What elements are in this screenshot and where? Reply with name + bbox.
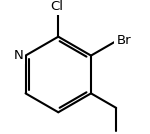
Text: Br: Br [116,34,131,47]
Text: N: N [13,49,23,62]
Text: Cl: Cl [50,0,63,13]
